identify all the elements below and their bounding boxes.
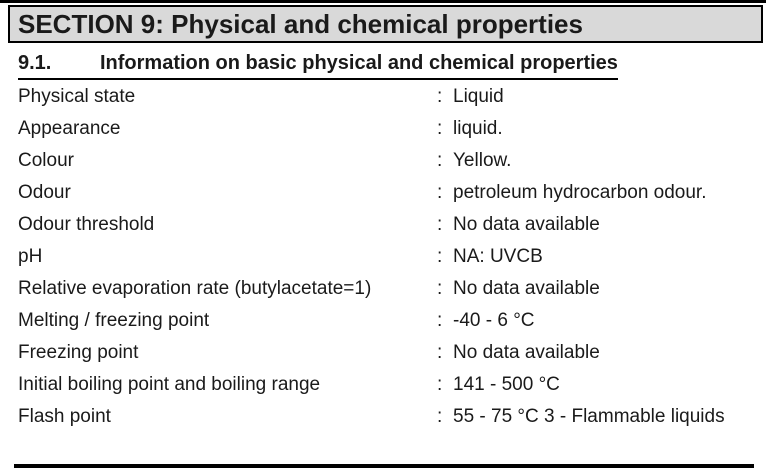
section-header: SECTION 9: Physical and chemical propert… [8, 5, 763, 43]
colon-separator: : [437, 118, 443, 139]
colon-separator: : [437, 310, 443, 331]
top-divider [0, 0, 766, 3]
property-value: petroleum hydrocarbon odour. [453, 182, 707, 203]
property-value: No data available [453, 214, 600, 235]
property-label: Flash point [18, 406, 111, 427]
property-row: Initial boiling point and boiling range … [18, 369, 766, 401]
colon-separator: : [437, 182, 443, 203]
colon-separator: : [437, 342, 443, 363]
colon-separator: : [437, 214, 443, 235]
property-row: Relative evaporation rate (butylacetate=… [18, 273, 766, 305]
property-label: pH [18, 246, 43, 267]
properties-list: Physical state : Liquid Appearance : liq… [18, 81, 766, 433]
property-label: Appearance [18, 118, 121, 139]
property-label: Initial boiling point and boiling range [18, 374, 321, 395]
colon-separator: : [437, 374, 443, 395]
property-value: No data available [453, 278, 600, 299]
property-label: Odour [18, 182, 71, 203]
property-row: Odour threshold : No data available [18, 209, 766, 241]
property-row: Appearance : liquid. [18, 113, 766, 145]
colon-separator: : [437, 86, 443, 107]
property-row: Freezing point : No data available [18, 337, 766, 369]
property-row: Melting / freezing point : -40 - 6 °C [18, 305, 766, 337]
property-label: Relative evaporation rate (butylacetate=… [18, 278, 372, 299]
property-value: No data available [453, 342, 600, 363]
property-value: -40 - 6 °C [453, 310, 535, 331]
subsection-title: Information on basic physical and chemic… [100, 52, 618, 74]
property-value: liquid. [453, 118, 503, 139]
property-row: Colour : Yellow. [18, 145, 766, 177]
property-row: Odour : petroleum hydrocarbon odour. [18, 177, 766, 209]
subsection-number: 9.1. [18, 52, 52, 74]
property-row: pH : NA: UVCB [18, 241, 766, 273]
property-row: Physical state : Liquid [18, 81, 766, 113]
bottom-divider [14, 464, 754, 468]
property-label: Colour [18, 150, 74, 171]
subsection-heading: 9.1. Information on basic physical and c… [18, 52, 618, 80]
property-label: Freezing point [18, 342, 139, 363]
colon-separator: : [437, 278, 443, 299]
property-label: Odour threshold [18, 214, 155, 235]
section-header-title: SECTION 9: Physical and chemical propert… [18, 8, 583, 39]
colon-separator: : [437, 246, 443, 267]
property-value: NA: UVCB [453, 246, 543, 267]
property-label: Melting / freezing point [18, 310, 210, 331]
property-row: Flash point : 55 - 75 °C 3 - Flammable l… [18, 401, 766, 433]
property-value: 141 - 500 °C [453, 374, 560, 395]
colon-separator: : [437, 150, 443, 171]
property-label: Physical state [18, 86, 136, 107]
property-value: Yellow. [453, 150, 512, 171]
property-value: Liquid [453, 86, 504, 107]
colon-separator: : [437, 406, 443, 427]
property-value: 55 - 75 °C 3 - Flammable liquids [453, 406, 725, 427]
